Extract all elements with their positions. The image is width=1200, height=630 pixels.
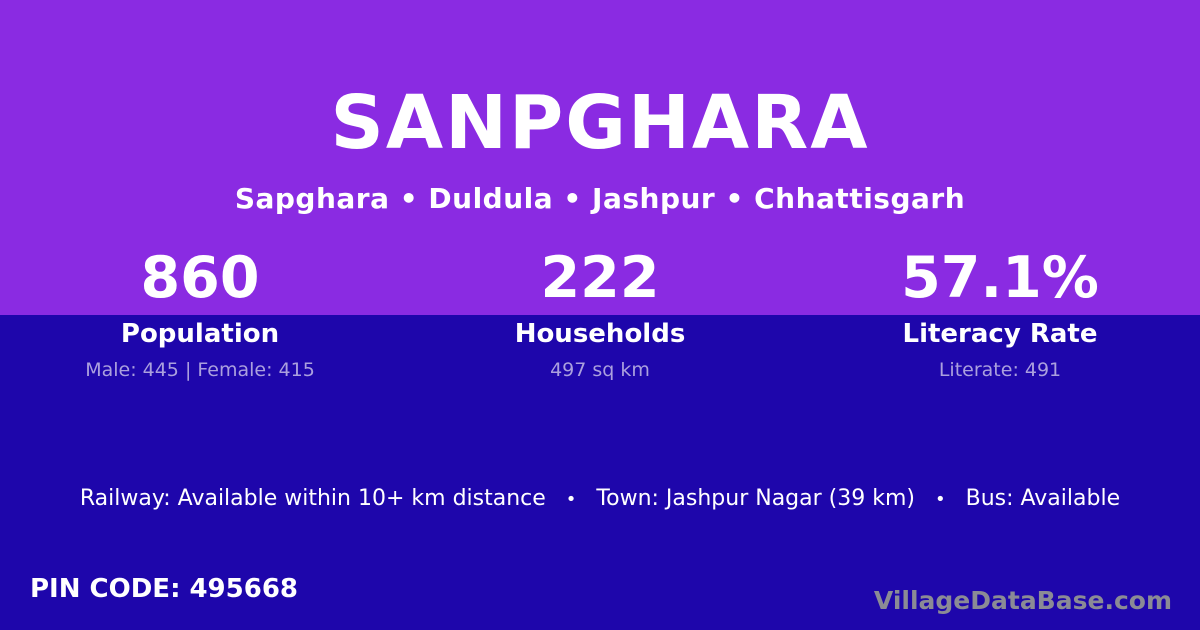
stat-literacy: 57.1% Literacy Rate Literate: 491: [800, 245, 1200, 382]
literacy-value: 57.1%: [901, 245, 1099, 311]
stats-row: 860 Population Male: 445 | Female: 415 2…: [0, 245, 1200, 382]
literacy-label: Literacy Rate: [902, 319, 1098, 349]
pin-code-label: PIN CODE:: [30, 574, 181, 604]
population-label: Population: [120, 319, 280, 349]
bullet-separator: •: [935, 488, 946, 510]
pin-code: PIN CODE: 495668: [30, 574, 298, 604]
purple-background-panel: [0, 0, 1200, 315]
indigo-background-panel: [0, 315, 1200, 630]
literate-count: Literate: 491: [938, 359, 1062, 381]
pin-code-value: 495668: [189, 574, 299, 604]
stat-population: 860 Population Male: 445 | Female: 415: [0, 245, 400, 382]
breadcrumb: Sapghara • Duldula • Jashpur • Chhattisg…: [234, 182, 966, 215]
households-label: Households: [514, 319, 686, 349]
population-value: 860: [140, 245, 260, 311]
railway-fact: Railway: Available within 10+ km distanc…: [79, 486, 546, 511]
area-value: 497 sq km: [550, 359, 650, 381]
town-fact: Town: Jashpur Nagar (39 km): [596, 486, 915, 511]
bullet-separator: •: [565, 488, 577, 510]
stat-households: 222 Households 497 sq km: [400, 245, 800, 382]
bus-fact: Bus: Available: [965, 486, 1121, 511]
watermark: VillageDataBase.com: [873, 586, 1172, 615]
population-breakdown: Male: 445 | Female: 415: [85, 359, 315, 381]
transport-facts-line: Railway: Available within 10+ km distanc…: [0, 486, 1200, 511]
households-value: 222: [540, 245, 660, 311]
village-title: SANPGHARA: [330, 80, 870, 166]
